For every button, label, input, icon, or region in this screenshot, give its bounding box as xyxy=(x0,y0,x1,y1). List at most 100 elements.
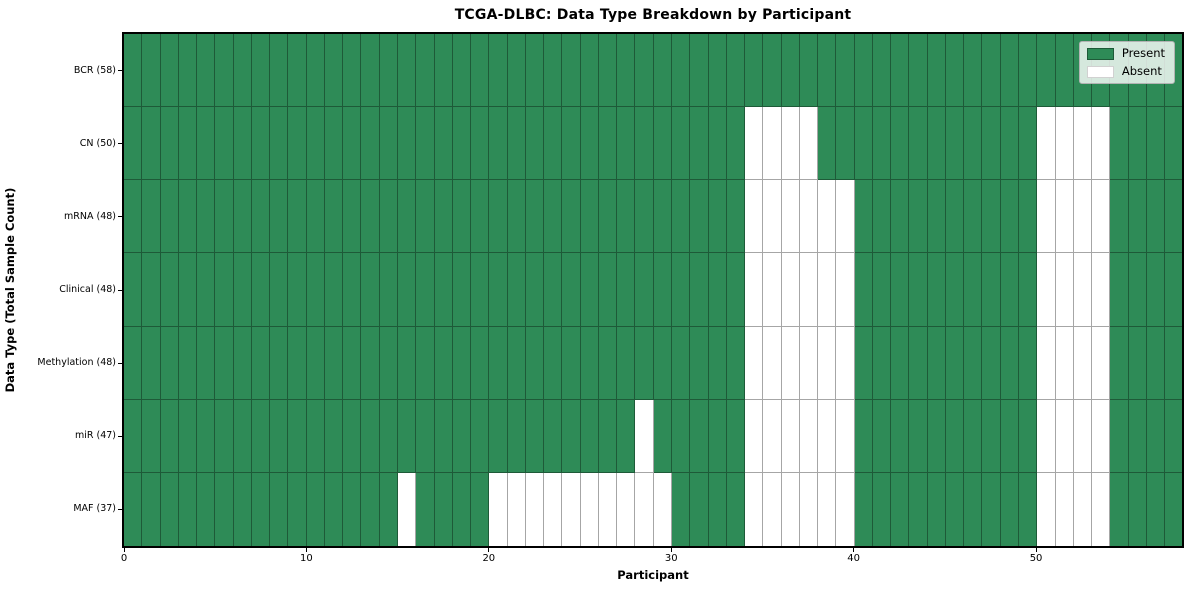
heatmap-cell xyxy=(1110,399,1129,473)
heatmap-cell xyxy=(379,180,398,254)
heatmap-cell xyxy=(671,326,691,400)
heatmap-cell xyxy=(471,326,490,400)
heatmap-cell xyxy=(945,180,965,254)
heatmap-cell xyxy=(964,253,983,327)
heatmap-cell xyxy=(270,326,289,400)
heatmap-cell xyxy=(1000,180,1020,254)
heatmap-cell xyxy=(233,472,252,546)
heatmap-cell xyxy=(288,399,307,473)
heatmap-cell xyxy=(544,34,563,108)
heatmap-cell xyxy=(653,326,672,400)
heatmap-cell xyxy=(1000,472,1020,546)
heatmap-cell xyxy=(1165,253,1183,327)
heatmap-cell xyxy=(745,34,764,108)
heatmap-cell xyxy=(909,180,928,254)
heatmap-cell xyxy=(507,180,526,254)
heatmap-cell xyxy=(306,326,325,400)
heatmap-cell xyxy=(471,253,490,327)
x-tick-label: 30 xyxy=(664,553,678,564)
heatmap-cell xyxy=(361,180,380,254)
heatmap-cell xyxy=(1019,472,1038,546)
heatmap-cell xyxy=(635,253,654,327)
heatmap-cell xyxy=(525,34,545,108)
heatmap-cell xyxy=(562,253,581,327)
heatmap-cell xyxy=(708,34,727,108)
heatmap-cell xyxy=(489,34,508,108)
heatmap-cell xyxy=(1092,180,1111,254)
heatmap-cell xyxy=(416,472,435,546)
heatmap-cell xyxy=(763,472,782,546)
heatmap-cell xyxy=(324,472,344,546)
heatmap-cell xyxy=(1019,180,1038,254)
heatmap-cell xyxy=(1019,253,1038,327)
heatmap-cell xyxy=(653,180,672,254)
heatmap-cell xyxy=(1037,326,1056,400)
heatmap-cell xyxy=(1037,253,1056,327)
heatmap-cell xyxy=(525,253,545,327)
legend-present-label: Present xyxy=(1121,46,1165,60)
heatmap-cell xyxy=(343,399,362,473)
heatmap-cell xyxy=(379,399,398,473)
heatmap-cell xyxy=(708,399,727,473)
y-tick-label: Clinical (48) xyxy=(59,284,116,295)
heatmap-cell xyxy=(361,34,380,108)
heatmap-row xyxy=(124,107,1183,181)
heatmap-cell xyxy=(799,326,819,400)
heatmap-cell xyxy=(635,399,654,473)
heatmap-cell xyxy=(1128,180,1147,254)
heatmap-cell xyxy=(251,107,271,181)
heatmap-cell xyxy=(1092,326,1111,400)
heatmap-cell xyxy=(945,326,965,400)
heatmap-cell xyxy=(1073,472,1093,546)
heatmap-cell xyxy=(1165,399,1183,473)
heatmap-cell xyxy=(872,180,892,254)
heatmap-cell xyxy=(361,326,380,400)
heatmap-cell xyxy=(178,107,198,181)
heatmap-cell xyxy=(544,472,563,546)
heatmap-cell xyxy=(1000,107,1020,181)
heatmap-cell xyxy=(982,399,1001,473)
heatmap-cell xyxy=(690,107,709,181)
heatmap-cell xyxy=(215,399,234,473)
heatmap-cell xyxy=(836,107,855,181)
heatmap-cell xyxy=(1146,472,1166,546)
heatmap-cell xyxy=(160,107,179,181)
heatmap-cell xyxy=(945,34,965,108)
heatmap-cell xyxy=(124,472,143,546)
heatmap-cell xyxy=(379,107,398,181)
heatmap-cell xyxy=(671,472,691,546)
heatmap-cell xyxy=(635,180,654,254)
heatmap-cell xyxy=(1019,34,1038,108)
heatmap-cell xyxy=(343,253,362,327)
heatmap-cell xyxy=(306,253,325,327)
heatmap-cell xyxy=(507,472,526,546)
heatmap-cell xyxy=(1000,326,1020,400)
heatmap-cell xyxy=(507,399,526,473)
y-tick-mark xyxy=(118,435,122,437)
heatmap-cell xyxy=(818,472,837,546)
heatmap-cell xyxy=(781,326,800,400)
heatmap-cell xyxy=(507,107,526,181)
heatmap-cell xyxy=(397,107,417,181)
heatmap-cell xyxy=(964,34,983,108)
y-tick-mark xyxy=(118,289,122,291)
heatmap-cell xyxy=(891,107,910,181)
heatmap-cell xyxy=(142,472,161,546)
heatmap-cell xyxy=(909,34,928,108)
y-tick-label: MAF (37) xyxy=(73,503,116,515)
heatmap-cell xyxy=(726,107,746,181)
heatmap-cell xyxy=(489,253,508,327)
heatmap-cell xyxy=(598,326,618,400)
heatmap-cell xyxy=(854,253,873,327)
heatmap-cell xyxy=(598,399,618,473)
heatmap-cell xyxy=(763,107,782,181)
heatmap-cell xyxy=(324,326,344,400)
x-tick-label: 20 xyxy=(482,553,496,564)
heatmap-cell xyxy=(1128,472,1147,546)
x-tick-mark xyxy=(305,548,307,552)
legend-item-present: Present xyxy=(1086,46,1165,60)
heatmap-row xyxy=(124,326,1183,400)
heatmap-cell xyxy=(891,326,910,400)
heatmap-cell xyxy=(507,34,526,108)
